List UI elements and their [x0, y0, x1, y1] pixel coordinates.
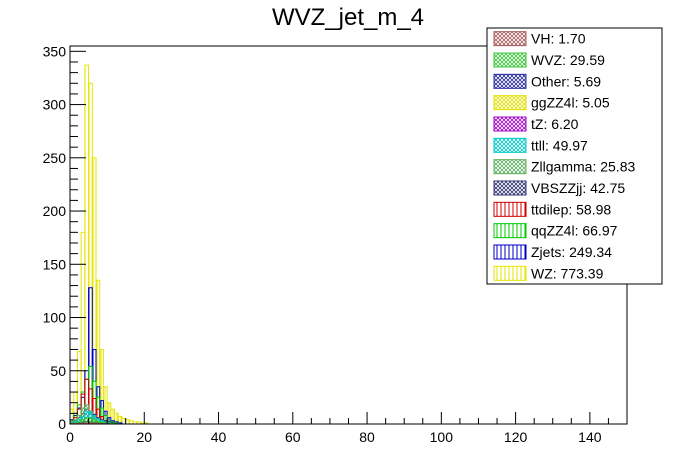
legend-swatch — [493, 95, 527, 111]
y-tick-label: 50 — [50, 363, 66, 379]
legend-box — [486, 27, 663, 285]
legend-swatch — [493, 137, 527, 153]
chart-title: WVZ_jet_m_4 — [272, 4, 424, 31]
y-tick-label: 0 — [58, 416, 66, 432]
legend-entry-vbszzjj: VBSZZjj: 42.75 — [493, 180, 625, 196]
x-tick-label: 20 — [136, 429, 152, 445]
legend-swatch — [493, 116, 527, 132]
legend-entry-wz: WZ: 773.39 — [493, 265, 604, 281]
legend-swatch — [493, 201, 527, 217]
y-tick-label: 250 — [43, 150, 67, 166]
legend-label: WVZ: 29.59 — [531, 52, 605, 68]
legend-swatch — [493, 180, 527, 196]
y-tick-label: 100 — [43, 310, 67, 326]
x-tick-label: 100 — [430, 429, 454, 445]
legend-label: qqZZ4l: 66.97 — [531, 223, 618, 239]
legend-entry-tz: tZ: 6.20 — [493, 116, 579, 132]
y-tick-label: 200 — [43, 203, 67, 219]
legend-entry-ggzz4l: ggZZ4l: 5.05 — [493, 95, 610, 111]
series-fill-wvz — [70, 417, 119, 424]
legend-label: tZ: 6.20 — [531, 116, 579, 132]
legend-entry-zjets: Zjets: 249.34 — [493, 244, 612, 260]
legend-label: Zllgamma: 25.83 — [531, 159, 635, 175]
x-tick-label: 0 — [66, 429, 74, 445]
legend-label: ttll: 49.97 — [531, 137, 588, 153]
legend-swatch — [493, 265, 527, 281]
x-tick-label: 60 — [285, 429, 301, 445]
legend-entry-vh: VH: 1.70 — [493, 31, 586, 47]
y-tick-label: 300 — [43, 97, 67, 113]
x-tick-label: 40 — [211, 429, 227, 445]
legend-swatch — [493, 244, 527, 260]
legend-label: ggZZ4l: 5.05 — [531, 95, 610, 111]
legend-entry-qqzz4l: qqZZ4l: 66.97 — [493, 223, 618, 239]
legend-entry-ttll: ttll: 49.97 — [493, 137, 588, 153]
legend-label: Other: 5.69 — [531, 73, 601, 89]
legend-swatch — [493, 31, 527, 47]
legend-swatch — [493, 52, 527, 68]
x-tick-label: 80 — [359, 429, 375, 445]
legend-swatch — [493, 223, 527, 239]
legend-entry-ttdilep: ttdilep: 58.98 — [493, 201, 611, 217]
legend-swatch — [493, 159, 527, 175]
legend-entry-other: Other: 5.69 — [493, 73, 601, 89]
x-tick-label: 140 — [578, 429, 602, 445]
legend-swatch — [493, 73, 527, 89]
legend-label: WZ: 773.39 — [531, 265, 604, 281]
legend-label: VBSZZjj: 42.75 — [531, 180, 625, 196]
y-tick-label: 350 — [43, 43, 67, 59]
x-tick-label: 120 — [504, 429, 528, 445]
legend-label: Zjets: 249.34 — [531, 244, 612, 260]
y-tick-label: 150 — [43, 256, 67, 272]
legend-entry-wvz: WVZ: 29.59 — [493, 52, 605, 68]
legend-label: VH: 1.70 — [531, 31, 586, 47]
legend: VH: 1.70 WVZ: 29.59 Other: 5.69 ggZZ4l: 5.0… — [486, 27, 663, 285]
legend-label: ttdilep: 58.98 — [531, 201, 611, 217]
legend-entry-zllgamma: Zllgamma: 25.83 — [493, 159, 635, 175]
